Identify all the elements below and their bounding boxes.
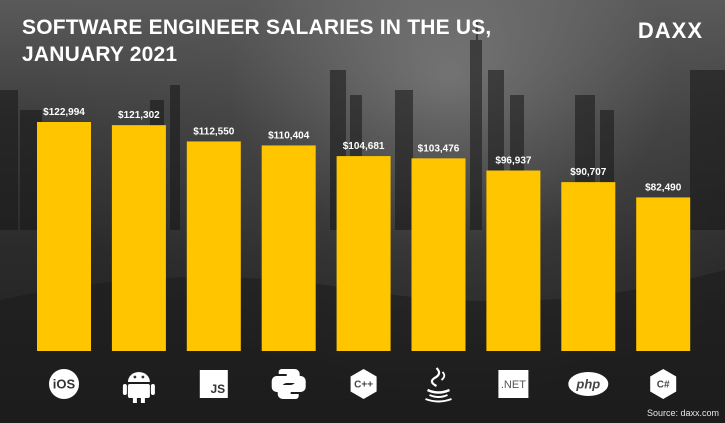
cplusplus-icon: C++ xyxy=(350,369,377,399)
value-label: $103,476 xyxy=(418,143,460,154)
daxx-logo: DAXX xyxy=(637,18,703,43)
bar-c xyxy=(336,156,391,351)
category-label: C++ xyxy=(354,380,373,391)
bar-android xyxy=(111,125,166,351)
value-label: $82,490 xyxy=(645,182,682,193)
bar-php xyxy=(561,182,616,351)
bar-javascript xyxy=(186,141,241,351)
title-line-2: JANUARY 2021 xyxy=(22,43,178,66)
source-note: Source: daxx.com xyxy=(646,408,719,418)
dotnet-icon: .NET xyxy=(498,370,529,398)
python-icon xyxy=(271,369,306,399)
value-label: $104,681 xyxy=(343,141,385,152)
bar-java xyxy=(411,158,466,351)
ios-icon: iOS xyxy=(49,369,79,399)
bar-net xyxy=(486,170,541,351)
value-label: $90,707 xyxy=(570,167,607,178)
category-label: .NET xyxy=(501,379,526,391)
category-label: JS xyxy=(210,382,225,396)
csharp-icon: C# xyxy=(650,369,677,399)
chart-title: SOFTWARE ENGINEER SALARIES IN THE US, JA… xyxy=(22,14,542,68)
value-label: $121,302 xyxy=(118,110,160,121)
value-label: $96,937 xyxy=(495,156,532,167)
category-label: iOS xyxy=(53,377,76,392)
bar-c xyxy=(636,197,691,351)
android-icon xyxy=(122,372,155,403)
bar-python xyxy=(261,145,316,351)
value-label: $110,404 xyxy=(268,130,310,141)
category-label: php xyxy=(575,377,600,392)
title-line-1: SOFTWARE ENGINEER SALARIES IN THE US, xyxy=(22,16,492,39)
value-label: $112,550 xyxy=(193,126,235,137)
value-label: $122,994 xyxy=(43,107,85,118)
bar-ios xyxy=(37,122,91,351)
java-icon xyxy=(425,367,452,403)
php-icon: php xyxy=(568,372,609,396)
javascript-icon: JS xyxy=(199,370,228,398)
category-label: C# xyxy=(657,380,670,391)
